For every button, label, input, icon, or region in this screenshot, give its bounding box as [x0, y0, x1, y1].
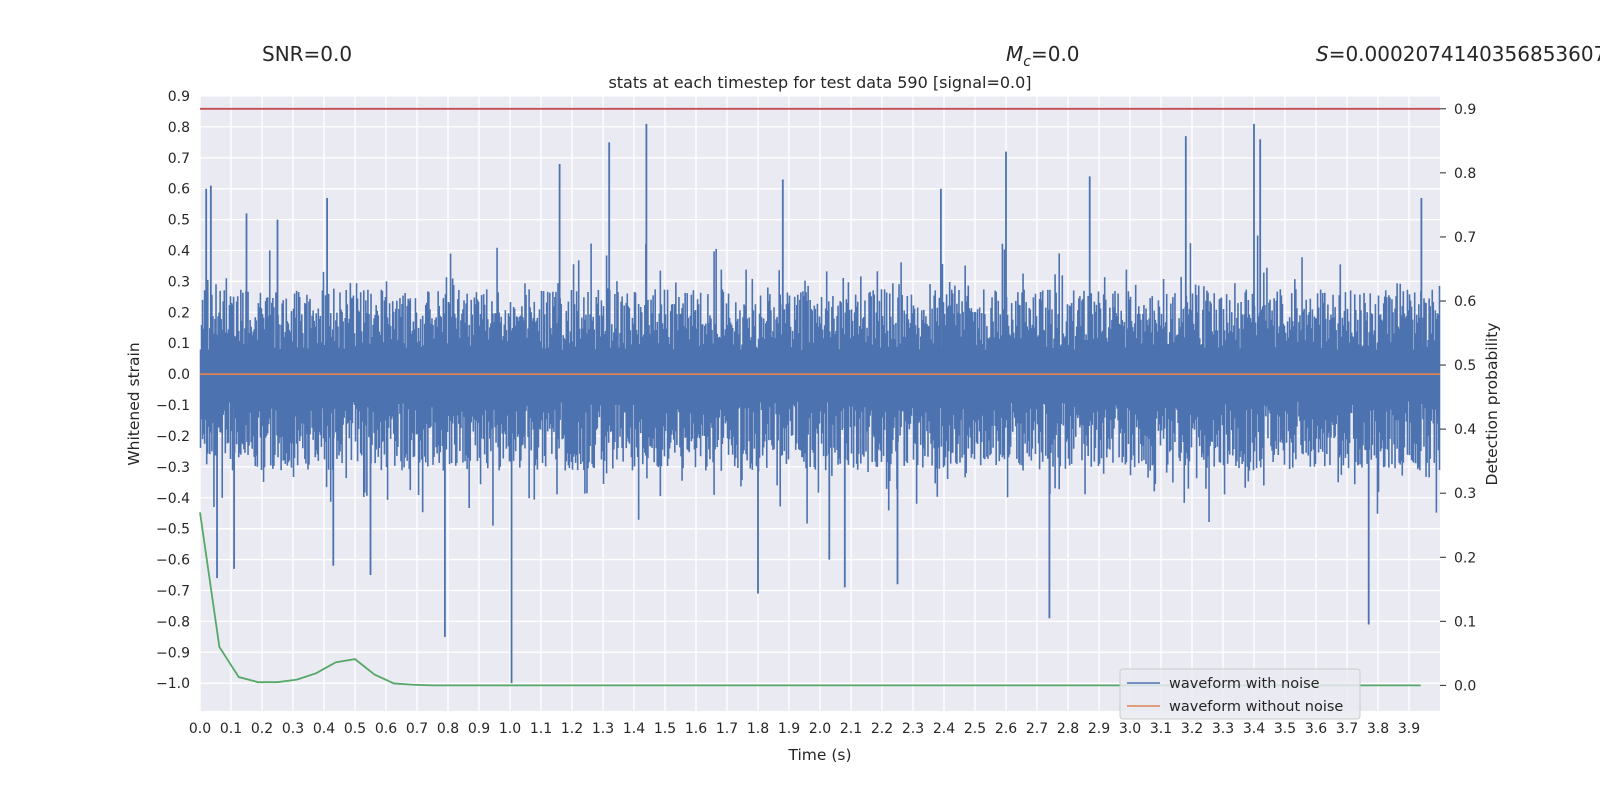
x-tick-label: 3.0 — [1119, 721, 1141, 737]
y-right-tick-label: 0.7 — [1454, 230, 1476, 246]
right-y-axis-ticks: 0.9 0.8 0.7 0.6 0.5 0.4 0.3 0.2 0.1 0.0 — [1440, 102, 1476, 694]
y-right-tick-label: 0.6 — [1454, 294, 1476, 310]
mc-value: =0.0 — [1031, 42, 1080, 66]
x-tick-label: 2.0 — [809, 721, 831, 737]
x-axis-label: Time (s) — [787, 746, 851, 764]
x-tick-label: 1.9 — [778, 721, 800, 737]
x-tick-label: 1.8 — [747, 721, 769, 737]
x-tick-label: 2.2 — [871, 721, 893, 737]
x-tick-label: 1.0 — [499, 721, 521, 737]
x-tick-label: 0.2 — [251, 721, 273, 737]
chart-title: stats at each timestep for test data 590… — [608, 73, 1031, 92]
y-right-tick-label: 0.0 — [1454, 678, 1476, 694]
x-tick-label: 1.4 — [623, 721, 645, 737]
y-left-tick-label: 0.5 — [168, 213, 190, 229]
x-tick-label: 3.3 — [1212, 721, 1234, 737]
y-right-tick-label: 0.3 — [1454, 486, 1476, 502]
x-tick-label: 0.5 — [344, 721, 366, 737]
y-right-tick-label: 0.5 — [1454, 358, 1476, 374]
y-left-tick-label: 0.1 — [168, 336, 190, 352]
noise-negative-fill — [199, 374, 1441, 526]
x-tick-label: 3.5 — [1274, 721, 1296, 737]
x-tick-label: 3.6 — [1305, 721, 1327, 737]
y-left-tick-label: −1.0 — [156, 676, 190, 692]
y-left-tick-label: 0.8 — [168, 120, 190, 136]
x-tick-label: 0.3 — [282, 721, 304, 737]
y-left-tick-label: −0.9 — [156, 645, 190, 661]
left-y-axis-ticks: 0.9 0.8 0.7 0.6 0.5 0.4 0.3 0.2 0.1 0.0 −0.1 −0.2 −0… — [156, 89, 190, 692]
x-tick-label: 1.1 — [530, 721, 552, 737]
y-left-tick-label: 0.9 — [168, 89, 190, 105]
x-tick-label: 0.1 — [220, 721, 242, 737]
y-left-tick-label: −0.3 — [156, 460, 190, 476]
x-tick-label: 0.6 — [375, 721, 397, 737]
y-left-tick-label: −0.1 — [156, 398, 190, 414]
legend-label-clean: waveform without noise — [1169, 699, 1343, 715]
x-tick-label: 2.4 — [933, 721, 955, 737]
x-tick-label: 3.2 — [1181, 721, 1203, 737]
x-tick-label: 2.3 — [902, 721, 924, 737]
x-tick-label: 2.1 — [840, 721, 862, 737]
legend-box — [1119, 668, 1361, 720]
x-tick-label: 3.1 — [1150, 721, 1172, 737]
y-left-tick-label: −0.5 — [156, 522, 190, 538]
y-right-tick-label: 0.2 — [1454, 550, 1476, 566]
s-value: =0.0002074140356853607 — [1329, 42, 1600, 66]
y-left-tick-label: 0.3 — [168, 274, 190, 290]
detection-probability-line — [199, 512, 1421, 687]
y-left-tick-label: 0.2 — [168, 305, 190, 321]
mc-subscript: c — [1023, 54, 1031, 70]
x-tick-label: 0.0 — [189, 721, 211, 737]
left-y-axis-label: Whitened strain — [125, 342, 143, 465]
y-right-tick-label: 0.8 — [1454, 166, 1476, 182]
x-tick-label: 0.8 — [437, 721, 459, 737]
noise-positive-fill — [199, 235, 1441, 375]
snr-annotation: SNR=0.0 — [262, 42, 352, 66]
x-tick-label: 2.9 — [1088, 721, 1110, 737]
legend-label-noise: waveform with noise — [1169, 676, 1320, 692]
y-right-tick-label: 0.9 — [1454, 102, 1476, 118]
x-tick-label: 3.9 — [1398, 721, 1420, 737]
x-tick-label: 3.8 — [1367, 721, 1389, 737]
y-left-tick-label: 0.0 — [168, 367, 190, 383]
x-tick-label: 0.9 — [468, 721, 490, 737]
mc-symbol: M — [1006, 42, 1023, 66]
x-tick-label: 2.8 — [1057, 721, 1079, 737]
x-tick-label: 2.5 — [964, 721, 986, 737]
y-right-tick-label: 0.1 — [1454, 614, 1476, 630]
y-left-tick-label: −0.6 — [156, 553, 190, 569]
y-left-tick-label: 0.6 — [168, 182, 190, 198]
s-symbol: S — [1316, 42, 1329, 66]
x-axis-ticks: 0.0 0.1 0.2 0.3 0.4 0.5 0.6 0.7 0.8 0.9 1.0 1.1 1.2 1… — [189, 721, 1420, 737]
y-left-tick-label: −0.7 — [156, 583, 190, 599]
x-tick-label: 3.4 — [1243, 721, 1265, 737]
y-left-tick-label: 0.7 — [168, 151, 190, 167]
s-annotation: S=0.0002074140356853607 — [1316, 42, 1600, 66]
y-left-tick-label: 0.4 — [168, 244, 190, 260]
right-y-axis-label: Detection probability — [1483, 323, 1501, 486]
x-tick-label: 1.3 — [592, 721, 614, 737]
x-tick-label: 0.4 — [313, 721, 335, 737]
x-tick-label: 1.2 — [561, 721, 583, 737]
x-tick-label: 0.7 — [406, 721, 428, 737]
y-left-tick-label: −0.2 — [156, 429, 190, 445]
x-tick-label: 3.7 — [1336, 721, 1358, 737]
x-tick-label: 2.6 — [995, 721, 1017, 737]
legend: waveform with noise waveform without noi… — [1119, 668, 1361, 720]
x-tick-label: 1.7 — [716, 721, 738, 737]
x-tick-label: 1.5 — [654, 721, 676, 737]
y-right-tick-label: 0.4 — [1454, 422, 1476, 438]
chirp-mass-annotation: Mc=0.0 — [1006, 42, 1080, 70]
y-left-tick-label: −0.8 — [156, 614, 190, 630]
x-tick-label: 1.6 — [685, 721, 707, 737]
waveform-with-noise-series — [199, 123, 1441, 684]
y-left-tick-label: −0.4 — [156, 491, 190, 507]
x-tick-label: 2.7 — [1026, 721, 1048, 737]
